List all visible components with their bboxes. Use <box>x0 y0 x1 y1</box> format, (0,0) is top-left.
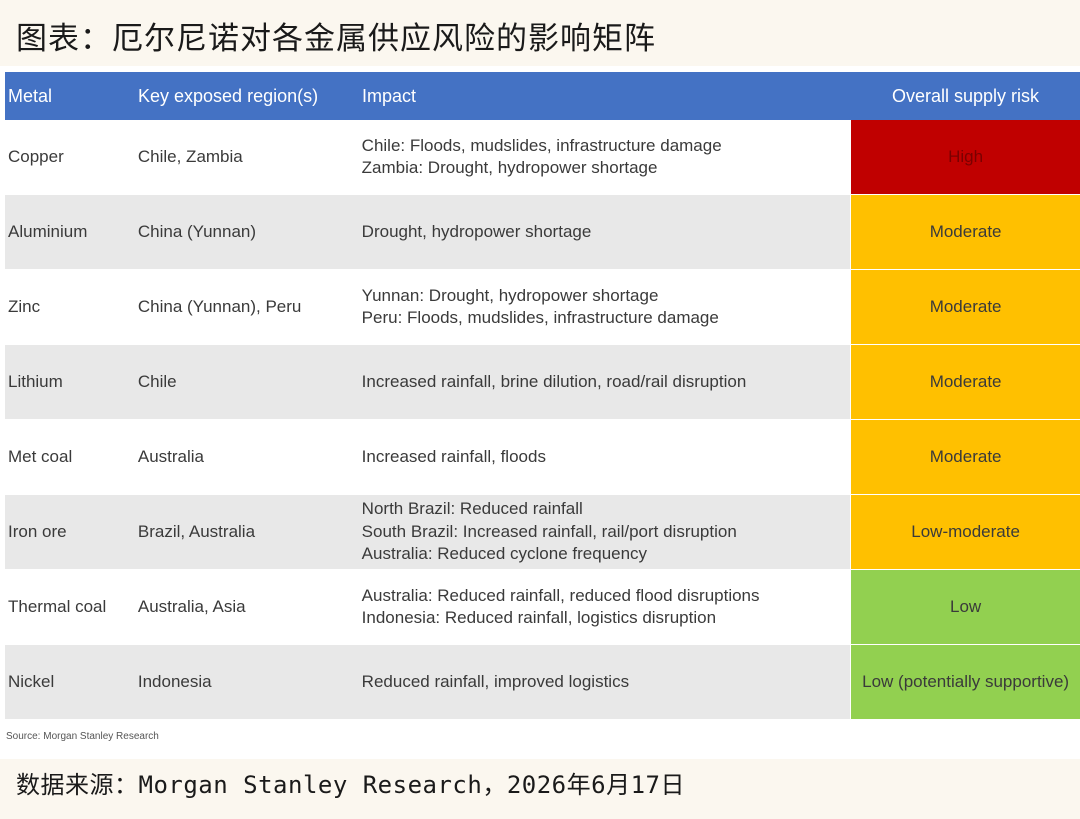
impact-line: Indonesia: Reduced rainfall, logistics d… <box>361 608 717 627</box>
impact-line: Australia: Reduced cyclone frequency <box>361 544 648 564</box>
cell-metal: Nickel <box>8 672 55 691</box>
table-row: Iron ore Brazil, Australia North Brazil: R… <box>5 495 1080 570</box>
impact-line: North Brazil: Reduced rainfall <box>361 499 583 519</box>
table-panel: Metal Key exposed region(s) Impact Overa… <box>0 66 1080 759</box>
table-row: Thermal coal Australia, Asia Australia: Re… <box>5 570 1080 645</box>
cell-risk-badge: Moderate <box>850 420 1080 494</box>
cell-impact: Increased rainfall, brine dilution, road… <box>362 345 851 419</box>
table-row: Nickel Indonesia Reduced rainfall, improve… <box>5 645 1080 720</box>
data-source-footer: 数据来源：Morgan Stanley Research，2026年6月17日 <box>16 771 685 799</box>
cell-impact: Australia: Reduced rainfall, reduced flo… <box>362 570 851 644</box>
impact-line: Chile: Floods, mudslides, infrastructure… <box>361 135 722 155</box>
cell-impact: Chile: Floods, mudslides, infrastructure… <box>362 120 851 194</box>
header-impact: Impact <box>362 85 417 106</box>
cell-risk-badge: Moderate <box>850 195 1080 269</box>
cell-metal: Iron ore <box>8 522 67 541</box>
cell-region: Australia, Asia <box>137 597 246 616</box>
cell-impact: Increased rainfall, floods <box>362 420 851 494</box>
cell-impact: Drought, hydropower shortage <box>362 195 851 269</box>
table-body: Copper Chile, Zambia Chile: Floods, mudsli… <box>5 120 1080 720</box>
table-row: Copper Chile, Zambia Chile: Floods, mudsli… <box>5 120 1080 195</box>
header-metal: Metal <box>8 85 53 106</box>
cell-metal: Lithium <box>8 372 63 391</box>
impact-line: Increased rainfall, brine dilution, road… <box>361 371 747 391</box>
page-title: 图表：厄尔尼诺对各金属供应风险的影响矩阵 <box>16 21 656 57</box>
cell-region: Chile, Zambia <box>137 147 243 166</box>
table-header: Metal Key exposed region(s) Impact Overa… <box>5 72 1080 120</box>
cell-risk-badge: Moderate <box>850 345 1080 419</box>
cell-impact: North Brazil: Reduced rainfall South Braz… <box>362 495 851 569</box>
cell-region: Indonesia <box>137 672 212 691</box>
impact-line: Peru: Floods, mudslides, infrastructure … <box>361 308 719 327</box>
impact-line: Zambia: Drought, hydropower shortage <box>361 158 658 177</box>
cell-impact: Yunnan: Drought, hydropower shortage Peru… <box>362 270 851 344</box>
header-region: Key exposed region(s) <box>138 85 319 106</box>
cell-metal: Zinc <box>8 297 41 316</box>
header-risk: Overall supply risk <box>891 85 1040 106</box>
impact-line: Reduced rainfall, improved logistics <box>361 671 630 691</box>
table-row: Zinc China (Yunnan), Peru Yunnan: Drought,… <box>5 270 1080 345</box>
cell-region: China (Yunnan), Peru <box>137 297 302 316</box>
cell-region: Australia <box>137 447 205 466</box>
cell-metal: Aluminium <box>8 222 88 241</box>
cell-risk-badge: Low (potentially supportive) <box>850 645 1080 719</box>
risk-matrix-table: Metal Key exposed region(s) Impact Overa… <box>5 72 1080 720</box>
cell-region: Chile <box>137 372 177 391</box>
impact-line: Yunnan: Drought, hydropower shortage <box>361 285 659 305</box>
impact-line: South Brazil: Increased rainfall, rail/p… <box>361 521 737 541</box>
table-row: Met coal Australia Increased rainfall, flo… <box>5 420 1080 495</box>
impact-line: Increased rainfall, floods <box>361 446 546 466</box>
cell-risk-badge: High <box>850 120 1080 194</box>
table-row: Lithium Chile Increased rainfall, brine di… <box>5 345 1080 420</box>
cell-risk-badge: Low-moderate <box>850 495 1080 569</box>
impact-line: Australia: Reduced rainfall, reduced flo… <box>361 585 760 605</box>
table-row: Aluminium China (Yunnan) Drought, hydropow… <box>5 195 1080 270</box>
cell-region: Brazil, Australia <box>137 522 256 541</box>
cell-region: China (Yunnan) <box>137 222 257 241</box>
cell-metal: Met coal <box>8 447 73 466</box>
cell-impact: Reduced rainfall, improved logistics <box>362 645 851 719</box>
impact-line: Drought, hydropower shortage <box>361 221 592 241</box>
cell-risk-badge: Low <box>850 570 1080 644</box>
source-note: Source: Morgan Stanley Research <box>6 731 159 742</box>
cell-metal: Copper <box>8 147 64 166</box>
cell-metal: Thermal coal <box>8 597 107 616</box>
cell-risk-badge: Moderate <box>850 270 1080 344</box>
